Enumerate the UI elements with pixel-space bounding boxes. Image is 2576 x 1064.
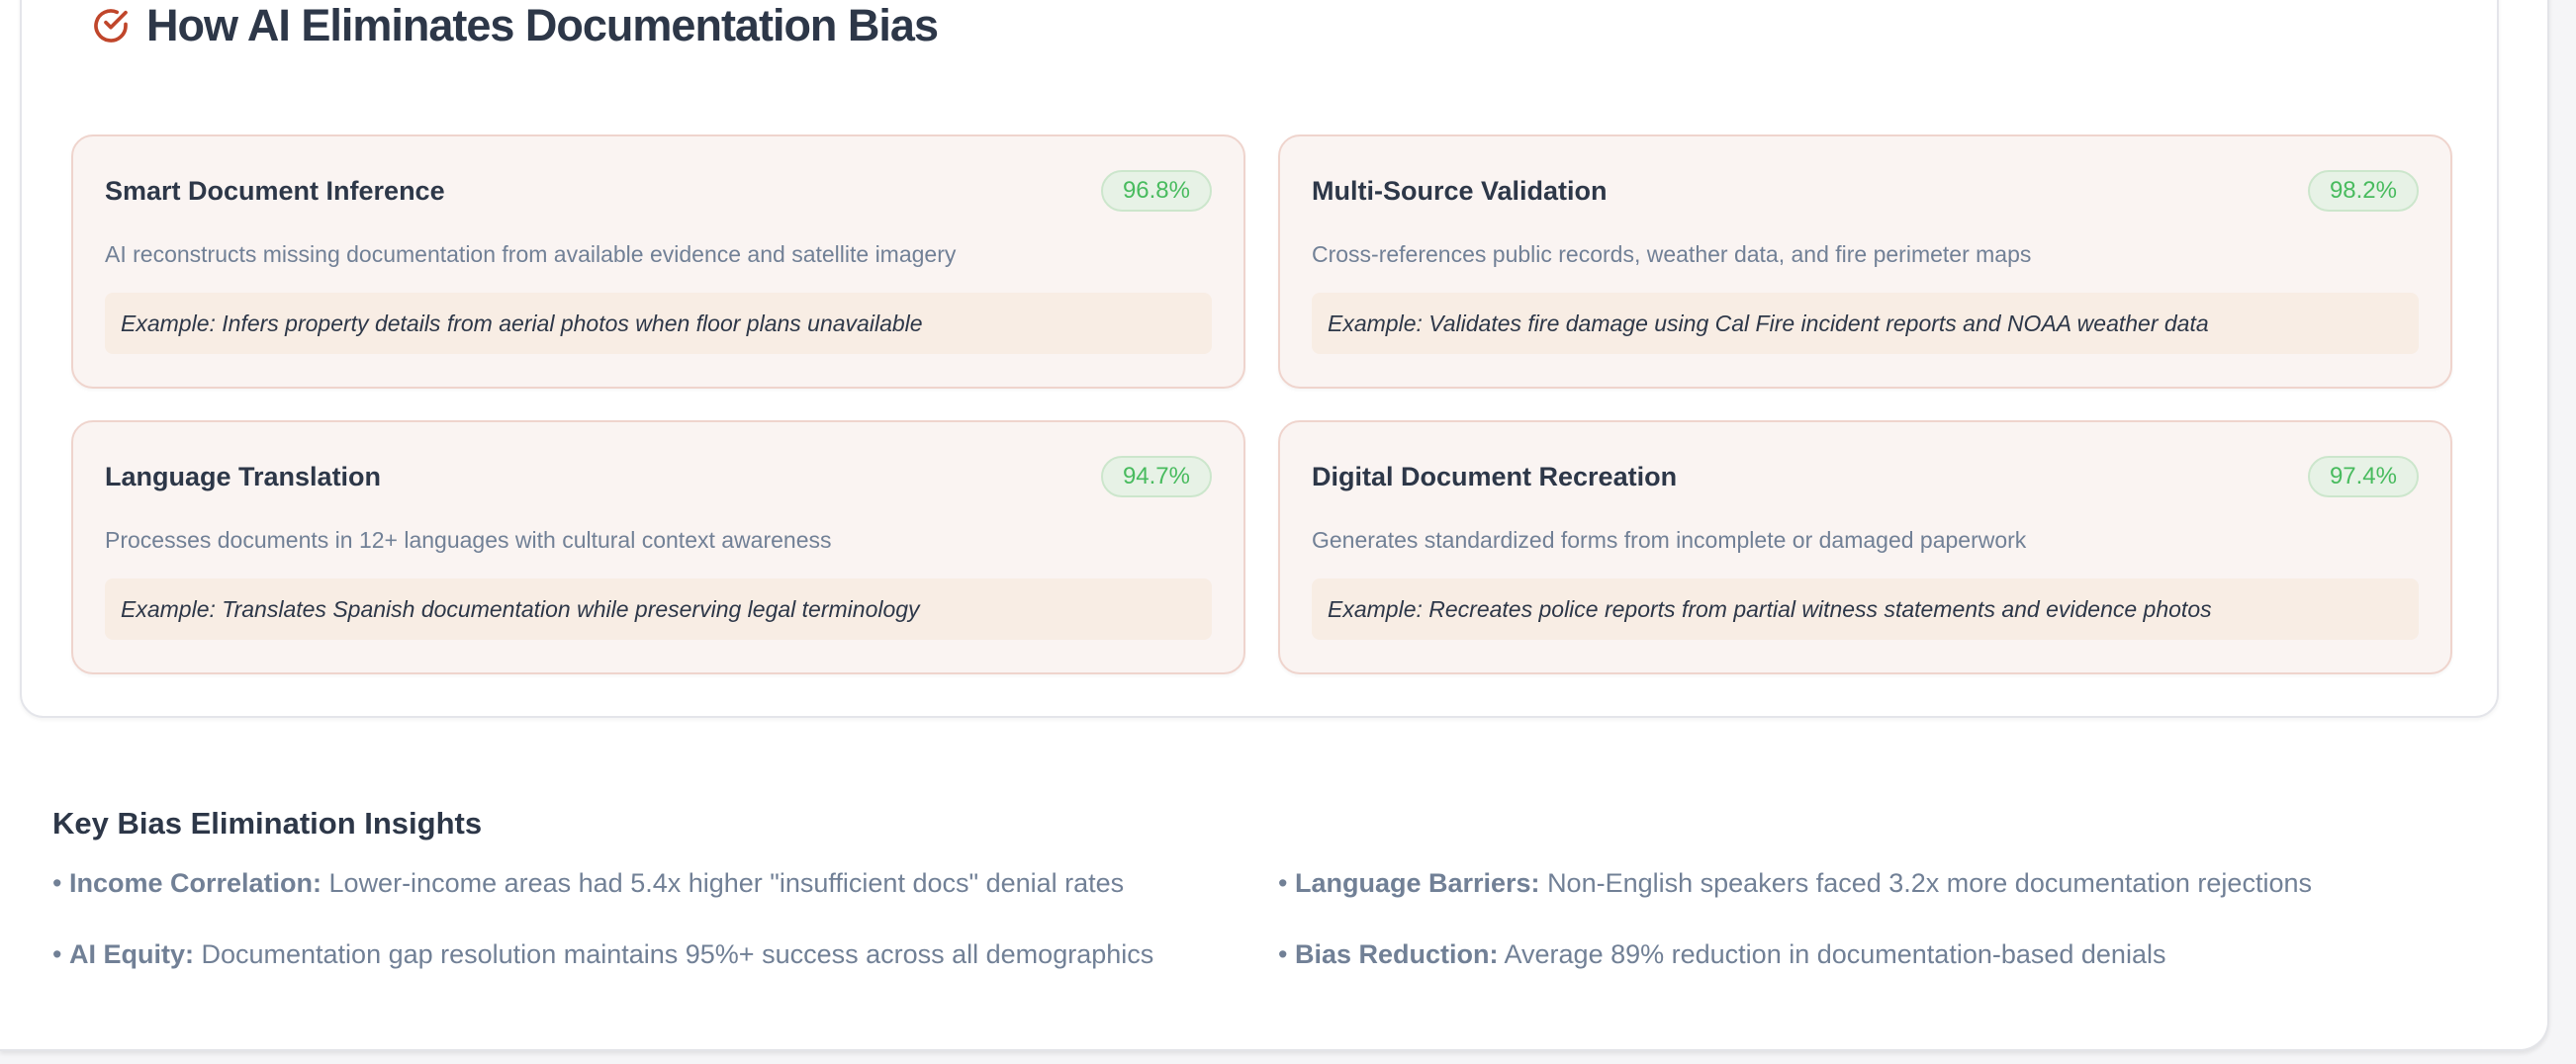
insight-item: • AI Equity: Documentation gap resolutio… [52,939,1154,969]
section-header: How AI Eliminates Documentation Bias [91,0,939,51]
card-example: Example: Infers property details from ae… [105,293,1212,354]
feature-card: Digital Document Recreation 97.4% Genera… [1278,420,2452,674]
insight-text: Non-English speakers faced 3.2x more doc… [1547,868,2312,898]
card-title: Smart Document Inference [105,176,445,206]
success-rate-badge: 97.4% [2307,456,2419,497]
card-description: Processes documents in 12+ languages wit… [105,527,832,553]
feature-card: Smart Document Inference 96.8% AI recons… [71,134,1245,389]
feature-card: Language Translation 94.7% Processes doc… [71,420,1245,674]
insight-item: • Income Correlation: Lower-income areas… [52,868,1125,898]
section-title: How AI Eliminates Documentation Bias [146,0,939,50]
insight-label: Income Correlation: [68,868,322,898]
insight-label: Language Barriers: [1294,868,1540,898]
bias-elimination-panel: How AI Eliminates Documentation Bias Sma… [20,0,2499,718]
card-title: Digital Document Recreation [1312,462,1678,491]
insight-item: • Language Barriers: Non-English speaker… [1278,868,2312,898]
insight-label: Bias Reduction: [1294,939,1499,969]
insight-item: • Bias Reduction: Average 89% reduction … [1278,939,2166,969]
feature-card: Multi-Source Validation 98.2% Cross-refe… [1278,134,2452,389]
success-rate-badge: 98.2% [2307,170,2419,212]
card-title: Language Translation [105,462,382,491]
insights-title: Key Bias Elimination Insights [52,806,483,841]
success-rate-badge: 96.8% [1100,170,1212,212]
success-rate-badge: 94.7% [1100,456,1212,497]
card-description: Cross-references public records, weather… [1312,241,2032,267]
card-example: Example: Translates Spanish documentatio… [105,578,1212,640]
card-example: Example: Recreates police reports from p… [1312,578,2419,640]
insight-label: AI Equity: [68,939,194,969]
insights-section: Key Bias Elimination Insights [52,806,482,842]
card-description: Generates standardized forms from incomp… [1312,527,2027,553]
check-circle-icon [94,9,128,43]
card-description: AI reconstructs missing documentation fr… [105,241,957,267]
insight-text: Documentation gap resolution maintains 9… [201,939,1154,969]
card-title: Multi-Source Validation [1312,176,1608,206]
insight-text: Lower-income areas had 5.4x higher "insu… [328,868,1125,898]
card-example: Example: Validates fire damage using Cal… [1312,293,2419,354]
insight-text: Average 89% reduction in documentation-b… [1504,939,2166,969]
